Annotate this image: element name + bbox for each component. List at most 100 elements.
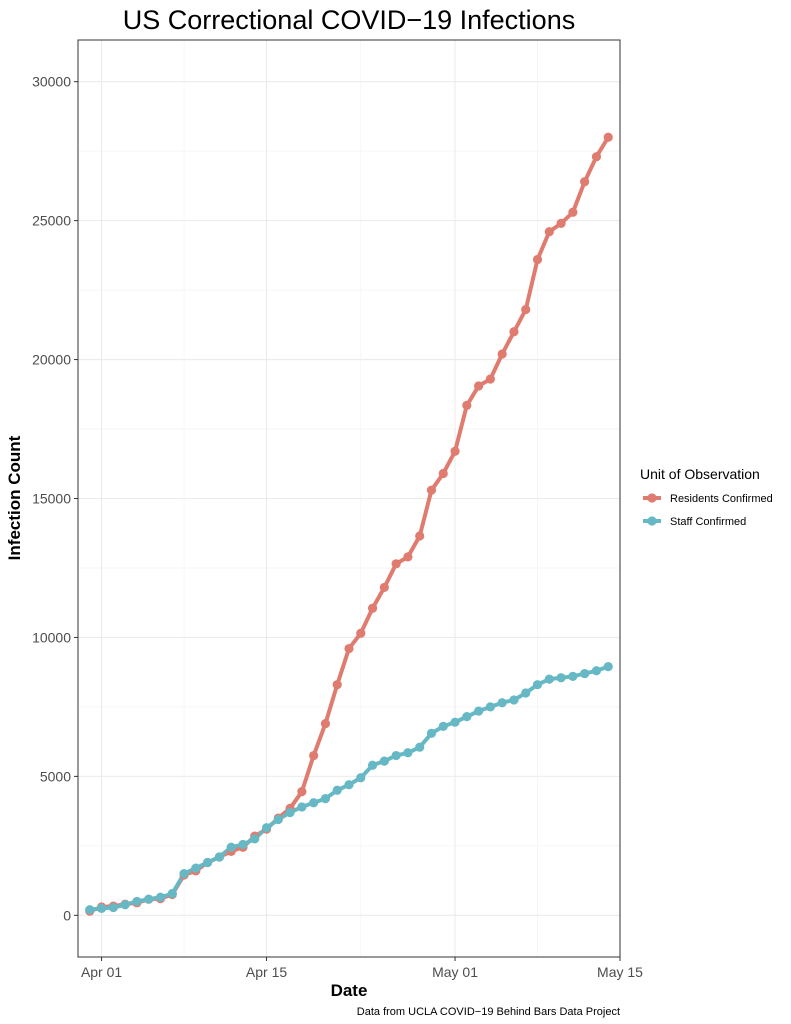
data-point-staff-confirmed xyxy=(203,857,213,868)
data-point-staff-confirmed xyxy=(521,688,531,698)
data-point-residents-confirmed xyxy=(485,374,495,384)
data-point-residents-confirmed xyxy=(379,582,389,593)
chart-title: US Correctional COVID−19 Infections xyxy=(123,5,575,35)
data-point-staff-confirmed xyxy=(273,814,283,825)
data-point-staff-confirmed xyxy=(509,695,519,705)
y-tick-label: 10000 xyxy=(32,629,71,645)
data-point-staff-confirmed xyxy=(120,900,130,910)
data-point-staff-confirmed xyxy=(391,750,401,761)
data-point-staff-confirmed xyxy=(179,869,189,879)
data-point-staff-confirmed xyxy=(544,674,554,684)
data-point-staff-confirmed xyxy=(261,823,272,833)
data-point-staff-confirmed xyxy=(285,807,295,818)
data-point-staff-confirmed xyxy=(462,712,472,722)
data-point-staff-confirmed xyxy=(367,760,378,770)
data-point-residents-confirmed xyxy=(297,787,307,797)
data-point-residents-confirmed xyxy=(591,152,602,162)
data-point-residents-confirmed xyxy=(474,381,484,391)
data-point-staff-confirmed xyxy=(426,728,437,738)
data-point-staff-confirmed xyxy=(356,773,366,783)
data-point-staff-confirmed xyxy=(155,892,166,902)
data-point-residents-confirmed xyxy=(309,750,319,761)
caption: Data from UCLA COVID−19 Behind Bars Data… xyxy=(357,1006,620,1018)
data-point-residents-confirmed xyxy=(521,304,531,315)
legend: Unit of Observation Residents Confirmed S… xyxy=(640,466,773,528)
data-point-staff-confirmed xyxy=(415,742,425,752)
legend-key-point-staff-confirmed xyxy=(647,516,657,526)
x-tick-label: May 01 xyxy=(432,964,478,980)
data-point-residents-confirmed xyxy=(462,400,472,411)
y-tick-label: 30000 xyxy=(32,74,71,90)
data-point-staff-confirmed xyxy=(580,668,590,679)
data-point-residents-confirmed xyxy=(603,132,613,142)
data-point-residents-confirmed xyxy=(509,327,519,337)
grid xyxy=(78,40,621,957)
series-line-residents-confirmed xyxy=(87,135,611,914)
x-axis: Apr 01 Apr 15 May 01 May 15 xyxy=(81,957,643,980)
data-point-residents-confirmed xyxy=(556,218,566,228)
y-axis-title: Infection Count xyxy=(5,435,24,560)
x-tick-label: May 15 xyxy=(597,964,643,980)
data-point-staff-confirmed xyxy=(603,662,613,672)
data-point-residents-confirmed xyxy=(403,552,413,562)
data-point-staff-confirmed xyxy=(332,785,342,795)
x-axis-title: Date xyxy=(331,981,368,1000)
data-point-staff-confirmed xyxy=(108,902,118,913)
x-tick-label: Apr 01 xyxy=(81,964,122,980)
data-point-residents-confirmed xyxy=(568,207,578,217)
data-point-staff-confirmed xyxy=(474,706,484,716)
series-lines xyxy=(87,135,611,914)
data-point-staff-confirmed xyxy=(309,798,319,808)
y-tick-label: 20000 xyxy=(32,352,71,368)
data-point-staff-confirmed xyxy=(568,671,578,681)
legend-items: Residents Confirmed Staff Confirmed xyxy=(643,493,773,528)
data-point-residents-confirmed xyxy=(415,531,425,541)
y-tick-label: 5000 xyxy=(40,768,71,784)
data-point-staff-confirmed xyxy=(591,666,602,676)
data-point-residents-confirmed xyxy=(391,559,401,569)
data-point-residents-confirmed xyxy=(356,628,366,638)
data-point-staff-confirmed xyxy=(167,889,177,899)
data-point-staff-confirmed xyxy=(556,673,566,683)
data-point-residents-confirmed xyxy=(320,718,331,729)
data-point-staff-confirmed xyxy=(250,834,260,844)
data-point-staff-confirmed xyxy=(85,905,95,915)
data-point-staff-confirmed xyxy=(497,698,507,708)
data-point-staff-confirmed xyxy=(320,794,331,804)
data-point-staff-confirmed xyxy=(450,717,460,727)
legend-label-residents-confirmed: Residents Confirmed xyxy=(670,493,773,505)
data-point-staff-confirmed xyxy=(132,896,142,907)
data-point-staff-confirmed xyxy=(297,802,307,812)
legend-title: Unit of Observation xyxy=(640,466,760,482)
data-point-residents-confirmed xyxy=(367,603,378,613)
y-axis: 0 5000 10000 15000 20000 25000 30000 xyxy=(32,74,78,923)
data-point-residents-confirmed xyxy=(344,643,354,654)
data-point-staff-confirmed xyxy=(144,894,154,904)
data-point-residents-confirmed xyxy=(438,468,448,479)
data-point-staff-confirmed xyxy=(532,680,543,690)
data-point-staff-confirmed xyxy=(191,863,201,873)
legend-label-staff-confirmed: Staff Confirmed xyxy=(670,516,746,528)
y-tick-label: 15000 xyxy=(32,491,71,507)
data-point-residents-confirmed xyxy=(497,349,507,359)
data-point-residents-confirmed xyxy=(532,254,543,265)
y-tick-label: 25000 xyxy=(32,213,71,229)
data-point-staff-confirmed xyxy=(226,842,236,852)
data-point-residents-confirmed xyxy=(450,446,460,456)
data-point-residents-confirmed xyxy=(544,227,554,237)
series-points xyxy=(85,132,613,916)
data-point-staff-confirmed xyxy=(438,721,448,731)
data-point-staff-confirmed xyxy=(344,780,354,790)
y-tick-label: 0 xyxy=(63,907,71,923)
data-point-staff-confirmed xyxy=(485,702,495,712)
data-point-staff-confirmed xyxy=(96,903,107,913)
data-point-residents-confirmed xyxy=(332,680,342,690)
data-point-residents-confirmed xyxy=(426,485,437,495)
data-point-staff-confirmed xyxy=(379,756,389,766)
data-point-staff-confirmed xyxy=(403,748,413,758)
x-tick-label: Apr 15 xyxy=(246,964,287,980)
data-point-staff-confirmed xyxy=(214,852,224,862)
legend-key-point-residents-confirmed xyxy=(647,493,657,503)
data-point-staff-confirmed xyxy=(238,839,248,850)
